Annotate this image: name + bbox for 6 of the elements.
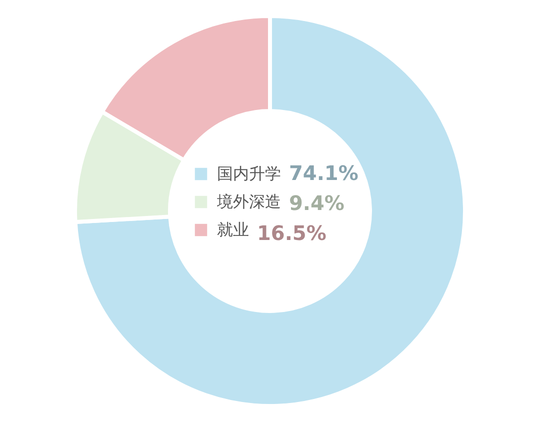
- legend-label: 就业: [217, 220, 249, 239]
- data-label: 16.5%: [257, 221, 326, 245]
- data-label: 74.1%: [289, 161, 358, 185]
- data-label: 9.4%: [289, 191, 344, 215]
- legend-label: 国内升学: [217, 164, 281, 183]
- legend-label: 境外深造: [216, 192, 281, 211]
